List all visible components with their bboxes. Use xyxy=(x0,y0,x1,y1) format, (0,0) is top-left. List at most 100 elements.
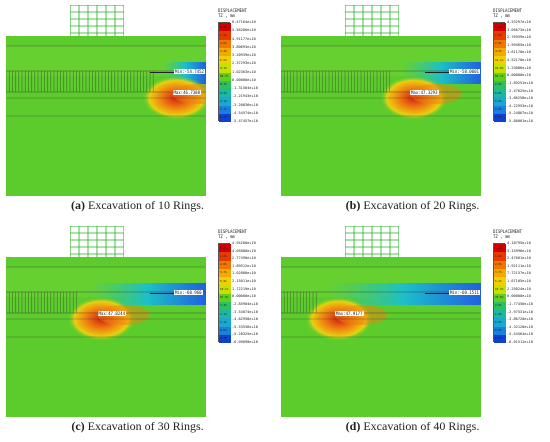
legend-percent: 0.8% xyxy=(495,107,502,112)
legend-value: -4.82958e+10 xyxy=(232,317,258,322)
legend-value: 0.00000e+10 xyxy=(507,294,531,299)
legend-swatch xyxy=(219,326,231,336)
legend-percent: 0.6% xyxy=(495,328,502,333)
panel-3: Max:47.8244 Min:-60.960 DISPLACEMENT TZ , … xyxy=(0,221,275,442)
legend-percent: 3.7% xyxy=(495,270,502,275)
max-label: Max:47.3293 xyxy=(410,90,439,95)
max-label: Max:47.8244 xyxy=(97,311,126,316)
legend-value: 1.02800e+10 xyxy=(232,271,256,276)
legend-swatch xyxy=(219,334,231,344)
legend-value: 6.47164e+10 xyxy=(232,20,256,24)
legend-value: 7.72157e+10 xyxy=(507,271,531,276)
legend-value: -2.97531e+10 xyxy=(507,309,533,314)
legend-percent: 0.3% xyxy=(220,245,227,250)
caption-text: Excavation of 20 Rings. xyxy=(360,198,480,212)
legend-percent: 0.4% xyxy=(495,245,502,250)
legend-value: -4.54574e+10 xyxy=(232,110,258,115)
legend-swatch xyxy=(494,268,506,278)
legend-value: 4.53297e+10 xyxy=(507,20,531,24)
legend-value: 1.72219e+10 xyxy=(232,286,256,291)
legend-swatch xyxy=(494,277,506,286)
legend-value: -4.22953e+10 xyxy=(507,103,533,108)
legend-percent: 55.7% xyxy=(495,74,504,79)
legend-swatch xyxy=(494,113,506,123)
caption-text: Excavation of 10 Rings. xyxy=(85,198,204,212)
caption-letter: (a) xyxy=(71,198,85,212)
legend-value: -1.77456e+10 xyxy=(507,301,533,306)
legend-swatch xyxy=(219,23,231,32)
legend-color-bar: 0.4% 1.6% 2.9% 4.5% 16.1% 22.8% 55.7% 2.8% 0.8% 0… xyxy=(493,22,506,123)
panel-caption: (d) Excavation of 40 Rings. xyxy=(275,419,550,434)
caption-letter: (b) xyxy=(345,198,361,212)
caption-text: Excavation of 30 Rings. xyxy=(84,419,204,433)
legend-percent: 0.2% xyxy=(220,24,227,29)
legend-percent: 4.5% xyxy=(495,49,502,54)
legend-percent: 22.8% xyxy=(495,65,504,70)
legend-swatch xyxy=(494,105,506,115)
max-label: Max:47.9177 xyxy=(335,311,364,316)
legend-swatch xyxy=(219,39,231,49)
min-label: Min:-60.1511 xyxy=(449,290,480,295)
min-leader-line xyxy=(150,293,174,294)
displacement-contour-field xyxy=(281,257,481,417)
legend-percent: 2.0% xyxy=(495,303,502,308)
legend-value: 4.94260e+10 xyxy=(232,241,256,245)
legend-percent: 2.8% xyxy=(220,262,227,267)
legend-percent: 5.2% xyxy=(220,90,227,95)
legend-percent: 2.6% xyxy=(220,41,227,46)
legend-value: -3.86720e+10 xyxy=(507,317,533,322)
legend-title: DISPLACEMENT TZ , mm xyxy=(218,8,247,18)
legend-percent: 68.7% xyxy=(220,74,229,79)
legend-swatch xyxy=(219,89,231,98)
legend-value: 1.89512e+10 xyxy=(232,263,256,268)
legend-value: -5.53536e+10 xyxy=(232,324,258,329)
legend-swatch xyxy=(494,47,506,57)
legend-value: 1.67105e+10 xyxy=(507,279,531,284)
min-label: Min:-58.0001 xyxy=(449,69,480,74)
legend-percent: 70.8% xyxy=(495,295,504,300)
legend-percent: 0.3% xyxy=(495,336,502,341)
legend-swatch xyxy=(219,285,231,294)
legend-percent: 0.6% xyxy=(220,328,227,333)
legend-value: -4.32120e+10 xyxy=(507,324,533,329)
legend-value: -6.09690e+10 xyxy=(232,340,258,344)
legend-swatch xyxy=(219,113,231,123)
legend-swatch xyxy=(219,64,231,73)
legend-title: DISPLACEMENT TZ , mm xyxy=(218,229,247,239)
panel-1: Max:46.7388 Min:-54.7452 DISPLACEMENT TZ ,… xyxy=(0,0,275,221)
legend-percent: 0.4% xyxy=(495,24,502,29)
legend-swatch xyxy=(219,277,231,286)
legend-swatch xyxy=(494,310,506,319)
displacement-contour-field xyxy=(6,257,206,417)
color-legend: 0.3% 1.8% 2.8% 3.7% 5.9% 10.1% 67.9% 3.4% 2.1% 1.… xyxy=(218,241,273,344)
legend-percent: 1.0% xyxy=(495,311,502,316)
displacement-contour-field xyxy=(281,36,481,196)
legend-percent: 5.4% xyxy=(495,278,502,283)
legend-value: 2.76959e+10 xyxy=(507,35,531,40)
legend-percent: 3.7% xyxy=(220,270,227,275)
legend-swatch xyxy=(494,318,506,327)
legend-percent: 9.1% xyxy=(220,65,227,70)
legend-value: 1.99465e+10 xyxy=(507,42,531,47)
legend-percent: 1.8% xyxy=(220,253,227,258)
legend-swatch xyxy=(219,72,231,82)
legend-value: -3.54074e+10 xyxy=(232,309,258,314)
legend-swatch xyxy=(219,268,231,278)
legend-swatch xyxy=(219,31,231,40)
legend-percent: 2.6% xyxy=(495,262,502,267)
legend-percent: 3.4% xyxy=(220,49,227,54)
legend-value: -2.47625e+10 xyxy=(507,88,533,93)
legend-swatch xyxy=(219,56,231,65)
legend-swatch xyxy=(494,31,506,40)
legend-swatch xyxy=(494,64,506,73)
legend-percent: 10.3% xyxy=(495,286,504,291)
legend-swatch xyxy=(219,260,231,270)
legend-percent: 16.1% xyxy=(495,57,504,62)
legend-title: DISPLACEMENT TZ , mm xyxy=(493,8,522,18)
legend-value: -3.86258e+10 xyxy=(507,96,533,101)
color-legend: 0.4% 1.6% 2.9% 4.5% 16.1% 22.8% 55.7% 2.8% 0.8% 0… xyxy=(493,20,548,123)
legend-percent: 2.8% xyxy=(495,82,502,87)
min-label: Min:-60.960 xyxy=(174,290,203,295)
legend-swatch xyxy=(494,285,506,294)
legend-percent: 2.1% xyxy=(220,311,227,316)
